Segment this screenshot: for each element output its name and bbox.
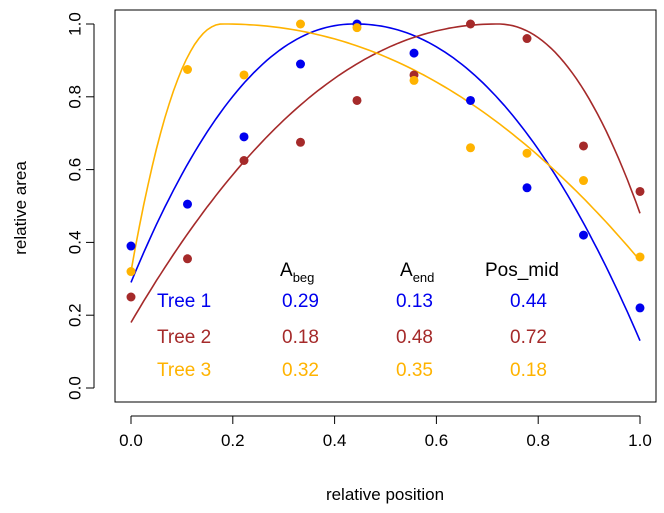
header-a-end: Aend [400,260,434,285]
data-point [352,95,362,105]
data-point [126,267,136,277]
data-point [126,241,136,251]
fit-curve-2 [130,23,641,323]
x-axis-title: relative position [326,485,444,504]
axes: 0.0 0.2 0.4 0.6 0.8 1.0 0.0 0.2 0.4 0.6 0.8 1.0 rela… [11,9,657,504]
series-label: Tree 3 [157,360,211,381]
y-tick-label: 0.2 [65,303,84,327]
y-tick-label: 0.4 [65,231,84,255]
fit-value: 0.29 [282,291,319,312]
fit-curves [130,23,641,342]
fit-value: 0.32 [282,360,319,381]
data-point [522,183,532,193]
data-point [295,59,305,69]
fit-value: 0.44 [510,291,547,312]
data-point [466,95,476,105]
x-tick-label: 0.8 [526,431,550,450]
x-tick-label: 0.0 [119,431,143,450]
data-point [466,19,476,29]
data-point [295,137,305,147]
data-point [579,230,589,240]
fit-table: Abeg Aend Pos_mid Tree 1 0.29 0.13 0.44 Tree… [157,260,559,381]
data-point [409,75,419,85]
data-point [182,65,192,74]
header-pos-mid: Pos_mid [485,260,559,281]
fit-curve-3 [130,23,641,272]
plot-frame [114,9,657,403]
data-point [295,19,305,29]
data-point [409,48,419,58]
series-label: Tree 2 [157,327,211,348]
x-tick-label: 0.4 [323,431,347,450]
data-points [126,19,645,313]
y-tick-label: 0.0 [65,376,84,400]
data-point [579,141,589,151]
y-tick-label: 0.8 [65,85,84,109]
data-point [522,148,532,158]
data-point [466,143,476,153]
data-point [522,34,532,44]
data-point [126,292,136,302]
data-point [635,303,645,313]
data-point [239,132,249,142]
y-tick-label: 1.0 [65,12,84,36]
y-axis-title: relative area [11,161,30,255]
fit-value: 0.18 [282,327,319,348]
data-point [635,186,645,196]
x-tick-label: 0.2 [221,431,245,450]
series-label: Tree 1 [157,291,211,312]
header-a-beg: Abeg [280,260,314,285]
fit-value: 0.48 [396,327,433,348]
fit-value: 0.35 [396,360,433,381]
data-point [182,199,192,209]
data-point [239,156,249,165]
x-tick-label: 1.0 [628,431,652,450]
data-point [635,252,645,262]
fit-value: 0.18 [510,360,547,381]
data-point [239,70,249,80]
data-point [182,254,192,264]
fit-value: 0.13 [396,291,433,312]
data-point [352,23,362,33]
fit-curve-1 [130,23,641,342]
x-tick-label: 0.6 [425,431,449,450]
fit-value: 0.72 [510,327,547,348]
data-point [579,176,589,186]
y-tick-label: 0.6 [65,158,84,182]
